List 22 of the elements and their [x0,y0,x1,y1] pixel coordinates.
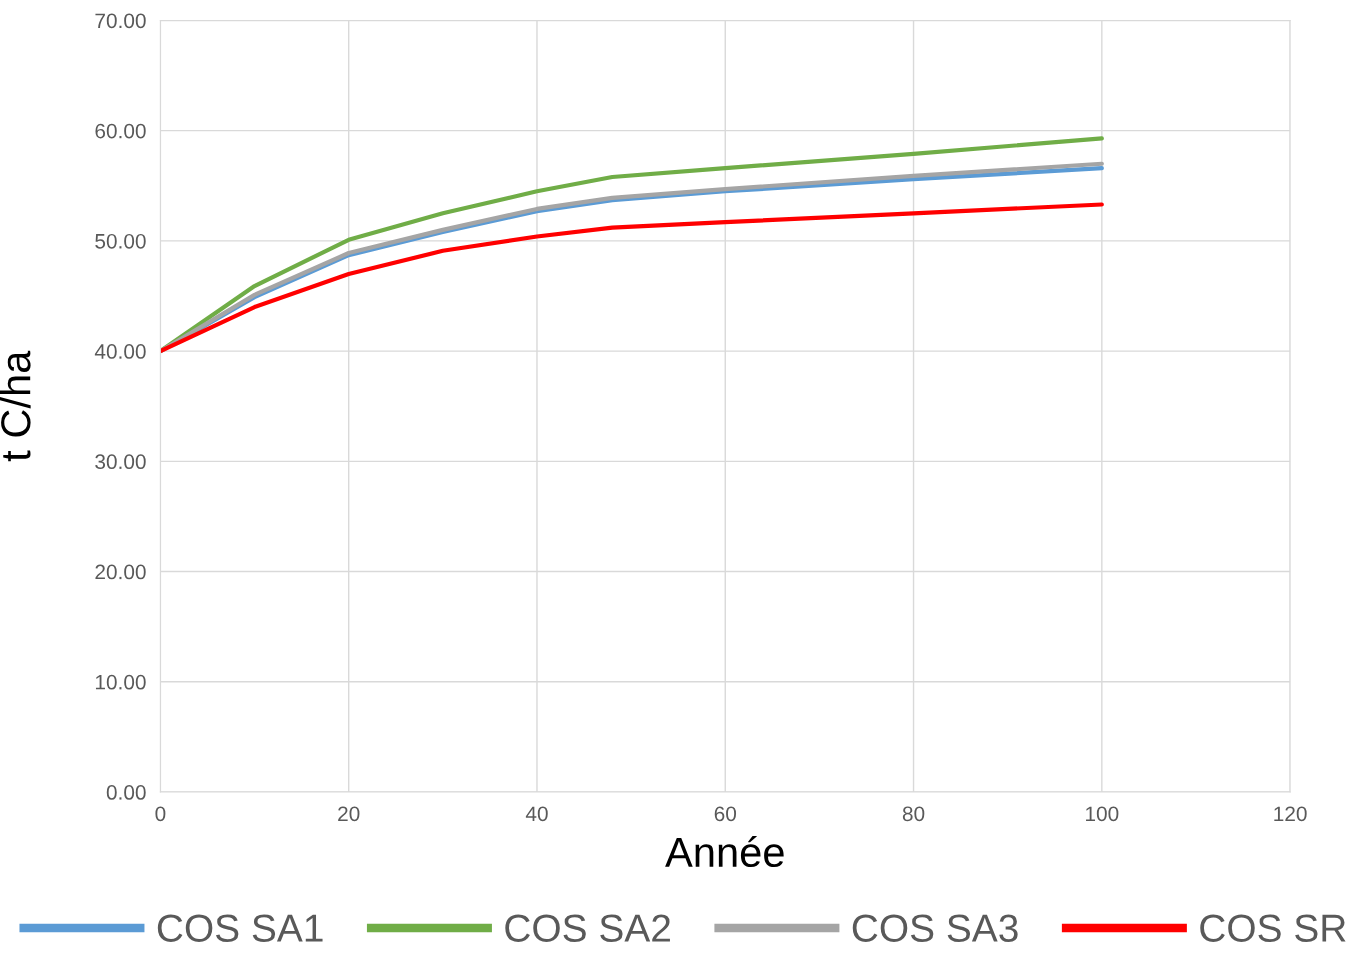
x-tick-label: 20 [338,806,360,822]
y-axis-title: t C/ha [0,350,31,462]
x-tick-label: 40 [525,806,548,822]
y-tick-label: 40.00 [94,344,146,359]
line-series [160,202,1104,354]
legend-label: COS SA3 [852,914,1018,942]
legend-label: COS SR [1200,914,1346,942]
x-tick-label: 100 [1086,806,1119,822]
x-tick-label: 80 [902,806,925,822]
y-tick-label: 60.00 [95,123,146,139]
x-tick-label: 60 [714,806,737,822]
legend-label: COS SA2 [505,914,670,942]
y-tick-label: 30.00 [95,454,146,470]
x-tick-label: 0 [155,806,166,822]
y-tick-label: 50.00 [95,233,146,249]
y-tick-label: 70.00 [95,13,146,29]
x-axis-title: Année [665,835,784,868]
y-tick-label: 20.00 [95,564,146,580]
y-tick-label: 0.00 [106,785,146,800]
y-tick-label: 10.00 [95,674,146,690]
x-tick-label: 120 [1274,806,1307,822]
legend-label: COS SA1 [157,914,323,942]
